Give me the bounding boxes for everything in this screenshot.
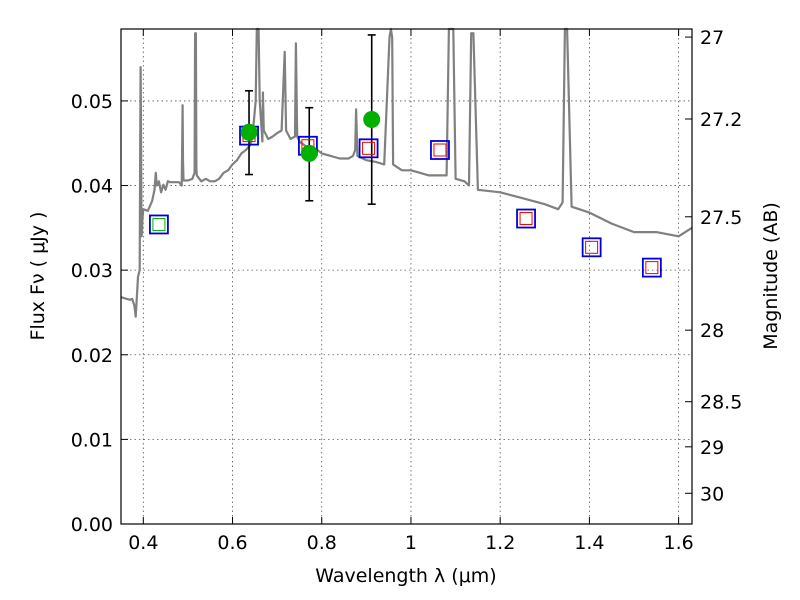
right-tick-label: 29 [700,437,724,459]
x-tick-label: 1.6 [664,532,694,554]
model-inner-square [585,240,599,254]
right-tick-label: 28 [700,320,724,342]
x-axis-label: Wavelength λ (μm) [315,565,496,587]
observed-point [363,111,381,129]
observed-point [240,123,258,141]
right-tick-label: 27.2 [700,109,742,131]
model-square [516,208,536,229]
model-square [641,257,662,278]
y-tick-label: 0.01 [71,429,113,451]
model-square [149,214,169,235]
model-inner-square [645,261,659,275]
axis-ticks: 0.4 0.6 0.8 1 1.2 1.4 1.6 0.00 0.01 0.02 0.03 0.04 0… [71,27,743,554]
plot-background [121,29,692,524]
x-tick-label: 0.4 [128,532,158,554]
x-tick-label: 1.4 [574,532,604,554]
right-axis-label: Magnitude (AB) [760,202,782,350]
plot-frame [120,28,693,525]
y-tick-label: 0.03 [71,260,113,282]
right-tick-label: 28.5 [700,392,742,414]
model-inner-square [519,212,533,226]
model-squares-group [149,111,662,278]
model-inner-square [433,143,447,157]
x-tick-label: 0.8 [307,532,337,554]
model-square [358,138,379,159]
grid-lines [121,29,692,525]
model-square [430,140,450,160]
x-tick-label: 0.6 [217,532,247,554]
right-tick-label: 30 [700,483,724,505]
right-tick-label: 27 [700,27,724,49]
y-axis-label: Flux Fν ( μJy ) [27,212,49,341]
y-tick-label: 0.02 [71,345,113,367]
y-tick-label: 0.04 [71,176,113,198]
right-tick-label: 27.5 [700,207,742,229]
model-square [581,237,602,258]
x-tick-label: 1 [405,532,417,554]
model-inner-square [362,141,376,155]
model-inner-square [152,217,166,231]
x-tick-label: 1.2 [485,532,515,554]
y-tick-label: 0.00 [71,514,113,536]
observed-point [300,144,318,162]
y-tick-label: 0.05 [71,91,113,113]
